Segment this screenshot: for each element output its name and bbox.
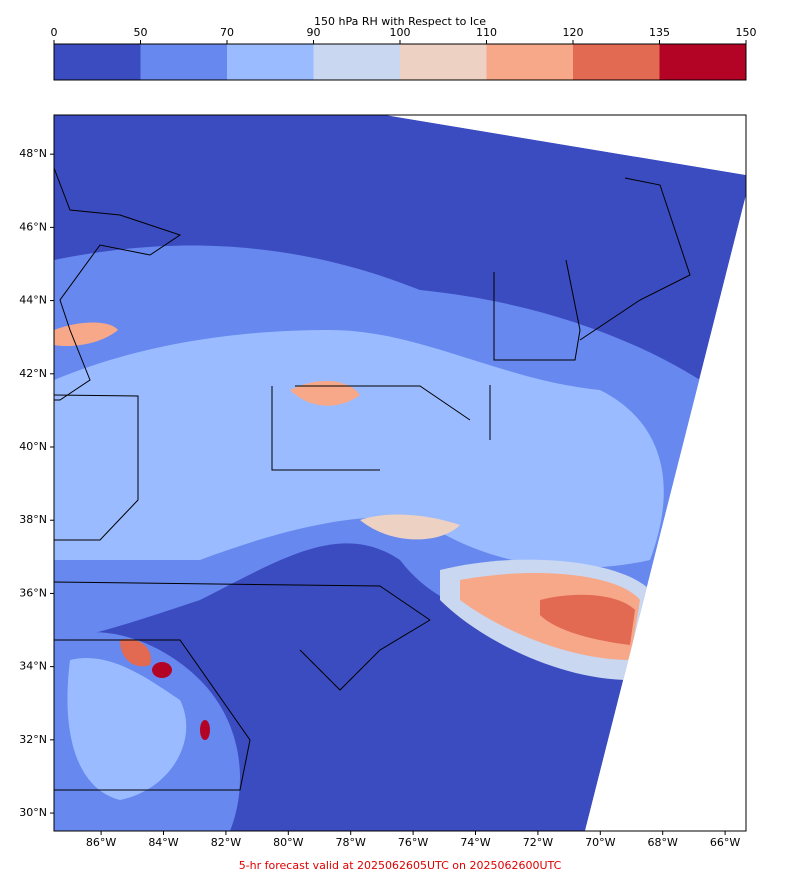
y-tick-label: 42°N [19,367,47,380]
y-tick-label: 34°N [19,660,47,673]
x-tick-label: 82°W [211,836,241,849]
colorbar-tick-label: 120 [563,26,584,39]
x-tick-label: 86°W [86,836,116,849]
colorbar-frame [53,43,747,81]
x-tick-label: 76°W [398,836,428,849]
colorbar-tick-label: 135 [649,26,670,39]
y-tick-label: 46°N [19,220,47,233]
y-tick-label: 30°N [19,806,47,819]
x-tick-label: 70°W [585,836,615,849]
colorbar-tick-label: 100 [390,26,411,39]
colorbar-tick-label: 90 [307,26,321,39]
map-axes: 86°W 84°W 82°W 80°W 78°W 76°W 74°W 72°W 70°W 68°W… [19,147,740,849]
x-tick-label: 80°W [273,836,303,849]
colorbar-segment [486,44,573,80]
colorbar-segment [54,44,141,80]
y-tick-label: 44°N [19,294,47,307]
colorbar-segment [140,44,227,80]
colorbar-tick-label: 70 [220,26,234,39]
x-tick-label: 66°W [710,836,740,849]
rh-field [54,115,746,831]
y-tick-label: 48°N [19,147,47,160]
colorbar-segment [227,44,314,80]
colorbar-tick-label: 110 [476,26,497,39]
x-tick-label: 78°W [336,836,366,849]
colorbar-segment [400,44,487,80]
colorbar-tick-label: 150 [736,26,757,39]
footer: 5-hr forecast valid at 2025062605UTC on … [239,859,562,872]
x-tick-label: 74°W [460,836,490,849]
colorbar-tick-label: 0 [51,26,58,39]
y-tick-label: 40°N [19,440,47,453]
x-tick-label: 84°W [148,836,178,849]
y-tick-label: 32°N [19,733,47,746]
x-tick-label: 72°W [523,836,553,849]
colorbar-segment [313,44,400,80]
colorbar-tick-label: 50 [134,26,148,39]
colorbar-segment [573,44,660,80]
colorbar-title: 150 hPa RH with Respect to Ice [314,15,486,28]
colorbar-segment [659,44,746,80]
y-tick-label: 38°N [19,513,47,526]
y-tick-label: 36°N [19,586,47,599]
x-tick-label: 68°W [648,836,678,849]
colorbar: 0 50 70 90 100 110 120 135 150 [51,26,757,81]
map-frame [53,114,747,832]
